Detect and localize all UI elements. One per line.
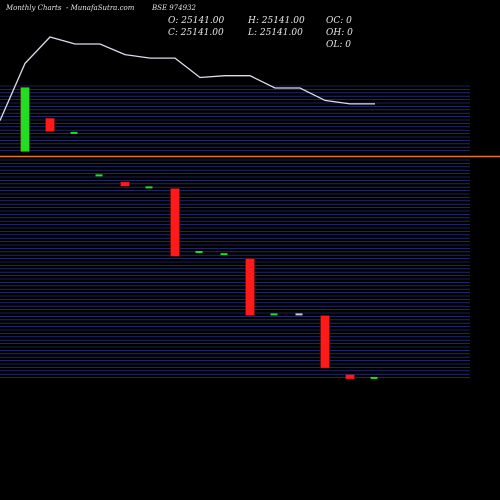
candle-10	[270, 313, 278, 316]
oc-value: OC: 0	[326, 16, 352, 26]
symbol-label: BSE 974932	[152, 4, 196, 12]
candle-0	[20, 87, 30, 152]
candle-8	[220, 253, 228, 256]
oh-value: OH: 0	[326, 28, 353, 38]
price-line	[0, 36, 375, 121]
candle-1	[45, 117, 55, 132]
ol-value: OL: 0	[326, 40, 351, 50]
open-value: O: 25141.00	[168, 16, 225, 26]
candle-9	[245, 258, 255, 316]
candle-6	[170, 188, 180, 257]
source-name: MunafaSutra.com	[70, 4, 135, 12]
chart-title: Monthly Charts	[6, 4, 62, 12]
candle-3	[95, 174, 103, 177]
candle-7	[195, 250, 203, 253]
candle-2	[70, 131, 78, 134]
candle-12	[320, 315, 330, 369]
candle-4	[120, 181, 130, 187]
candle-13	[345, 374, 355, 380]
source-label: - MunafaSutra.com	[66, 4, 135, 12]
candle-5	[145, 186, 153, 189]
close-value: C: 25141.00	[168, 28, 224, 38]
high-value: H: 25141.00	[248, 16, 305, 26]
low-value: L: 25141.00	[248, 28, 303, 38]
candle-14	[370, 376, 378, 379]
candle-11	[295, 313, 303, 316]
